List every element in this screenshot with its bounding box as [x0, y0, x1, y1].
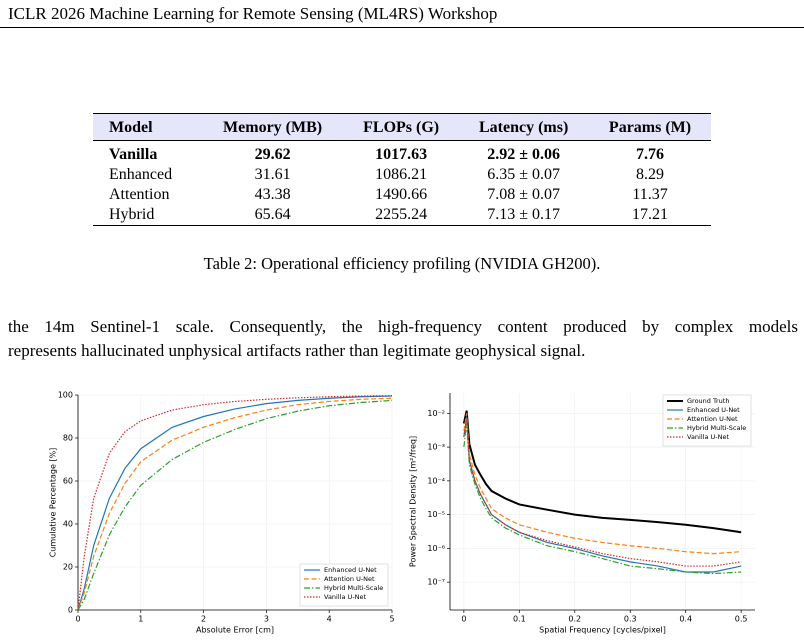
- header-rule: [0, 27, 804, 28]
- table: Model Memory (MB) FLOPs (G) Latency (ms) Par…: [93, 113, 711, 226]
- y-tick-label: 10⁻⁴: [427, 476, 445, 485]
- table-caption: Table 2: Operational efficiency profilin…: [203, 254, 601, 273]
- table-row: Enhanced 31.61 1086.21 6.35 ± 0.07 8.29: [93, 165, 711, 185]
- y-tick-label: 0: [68, 606, 73, 615]
- table-cell: 65.64: [254, 206, 291, 223]
- table-cell: 2255.24: [375, 206, 428, 223]
- y-tick-label: 60: [63, 477, 73, 486]
- chart: 0 1 2 3 4 5 0 20 40 60 80 100 Absolute Error [cm] Cum…: [49, 391, 395, 635]
- paragraph-line: the 14m Sentinel-1 scale. Consequently, …: [8, 317, 798, 336]
- y-tick-label: 10⁻²: [427, 409, 445, 418]
- x-tick-label: 0: [75, 615, 80, 624]
- x-tick-label: 0.4: [679, 615, 692, 624]
- y-tick-label: 20: [63, 563, 73, 572]
- column-header: FLOPs (G): [344, 113, 459, 141]
- series-line: [77, 397, 393, 611]
- series-line: [77, 399, 393, 611]
- legend-label: Hybrid Multi-Scale: [324, 584, 383, 592]
- header-title: ICLR 2026 Machine Learning for Remote Se…: [8, 4, 498, 23]
- x-tick-label: 1: [138, 615, 143, 624]
- table-cell: Vanilla: [109, 146, 158, 163]
- y-tick-label: 100: [58, 391, 73, 400]
- y-tick-label: 80: [63, 434, 73, 443]
- y-tick-label: 40: [63, 520, 73, 529]
- table-cell: 1490.66: [375, 186, 428, 203]
- series-line: [77, 395, 393, 611]
- table-cell: Enhanced: [109, 166, 173, 183]
- legend-label: Hybrid Multi-Scale: [687, 424, 746, 432]
- x-tick-label: 0.2: [568, 615, 581, 624]
- legend-box: [299, 563, 389, 607]
- x-axis-label: Spatial Frequency [cycles/pixel]: [539, 626, 666, 635]
- legend-label: Vanilla U-Net: [324, 593, 366, 601]
- table-cell: 8.29: [636, 166, 665, 183]
- column-header: Latency (ms): [458, 113, 590, 141]
- y-axis-label: Cumulative Percentage [%]: [49, 448, 58, 558]
- legend-label: Vanilla U-Net: [687, 433, 729, 441]
- x-tick-label: 3: [264, 615, 269, 624]
- table-cell: 43.38: [254, 186, 291, 203]
- table-cell: 31.61: [254, 166, 291, 183]
- chart: 0 0.1 0.2 0.3 0.4 0.5 10⁻⁷ 10⁻⁶ 10⁻⁵ 10⁻⁴ 10⁻³ 10⁻²…: [409, 393, 755, 635]
- table-cell: 2.92 ± 0.06: [487, 146, 561, 163]
- table-cell: 17.21: [632, 206, 669, 223]
- legend-label: Attention U-Net: [687, 415, 738, 423]
- table-cell: Hybrid: [109, 206, 155, 223]
- table-row: Attention 43.38 1490.66 7.08 ± 0.07 11.37: [93, 185, 711, 205]
- table-row: Vanilla 29.62 1017.63 2.92 ± 0.06 7.76: [93, 141, 711, 166]
- series-line: [77, 395, 393, 611]
- y-tick-label: 10⁻⁷: [427, 578, 445, 587]
- legend-label: Ground Truth: [687, 397, 729, 405]
- x-tick-label: 4: [327, 615, 332, 624]
- x-tick-label: 2: [201, 615, 206, 624]
- x-axis-label: Absolute Error [cm]: [196, 626, 274, 635]
- legend-label: Enhanced U-Net: [324, 566, 377, 574]
- series-line: [463, 418, 742, 567]
- y-tick-label: 10⁻⁵: [427, 510, 445, 519]
- table-cell: Attention: [109, 186, 170, 203]
- legend-label: Enhanced U-Net: [687, 406, 740, 414]
- table-cell: 1086.21: [375, 166, 428, 183]
- legend-label: Attention U-Net: [324, 575, 375, 583]
- x-tick-label: 0: [461, 615, 466, 624]
- column-header: Params (M): [589, 113, 711, 141]
- x-tick-label: 5: [389, 615, 394, 624]
- y-axis-label: Power Spectral Density [m²/freq]: [409, 436, 418, 567]
- table-cell: 7.08 ± 0.07: [487, 186, 561, 203]
- x-tick-label: 0.5: [735, 615, 748, 624]
- series-line: [463, 413, 742, 555]
- table-cell: 7.76: [636, 146, 665, 163]
- column-header: Memory (MB): [201, 113, 345, 141]
- x-tick-label: 0.1: [513, 615, 526, 624]
- series-line: [462, 410, 742, 534]
- table-row: Hybrid 65.64 2255.24 7.13 ± 0.17 17.21: [93, 205, 711, 226]
- table-cell: 1017.63: [375, 146, 428, 163]
- paragraph-line: represents hallucinated unphysical artif…: [8, 341, 586, 360]
- table-cell: 7.13 ± 0.17: [487, 206, 561, 223]
- table-cell: 29.62: [254, 146, 291, 163]
- y-tick-label: 10⁻⁶: [427, 544, 445, 553]
- legend-box: [662, 394, 752, 447]
- y-tick-label: 10⁻³: [427, 443, 445, 452]
- table-cell: 6.35 ± 0.07: [487, 166, 561, 183]
- column-header: Model: [93, 113, 202, 141]
- series-line: [463, 423, 742, 575]
- table-cell: 11.37: [632, 186, 668, 203]
- x-tick-label: 0.3: [624, 615, 637, 624]
